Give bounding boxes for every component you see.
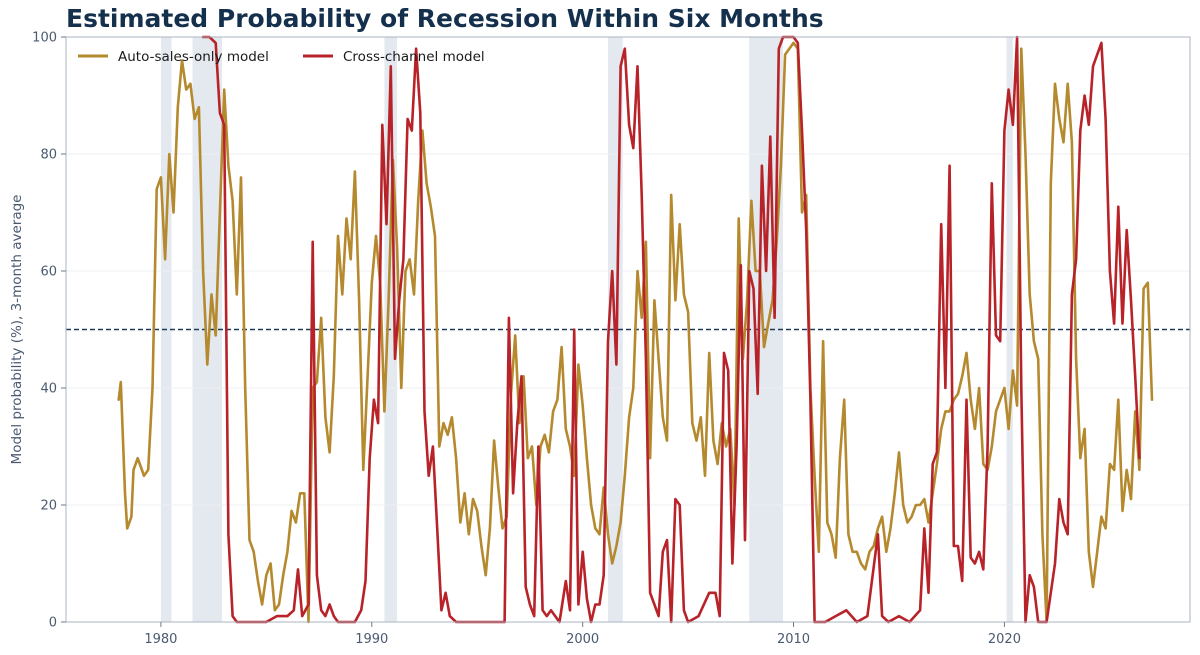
recession-band-5 <box>1006 37 1013 622</box>
x-tick-label: 1980 <box>144 632 177 647</box>
y-tick-label: 60 <box>40 265 57 280</box>
y-tick-label: 20 <box>40 499 57 514</box>
x-tick-label: 2020 <box>988 632 1021 647</box>
legend-label: Auto-sales-only model <box>118 49 269 65</box>
legend-label: Cross-channel model <box>343 49 485 65</box>
y-axis-label: Model probability (%), 3-month average <box>9 195 25 465</box>
x-tick-label: 2000 <box>566 632 599 647</box>
plot-frame <box>65 36 1191 623</box>
y-tick-label: 40 <box>40 382 57 397</box>
x-tick-label: 2010 <box>777 632 810 647</box>
series-line-cross-channel <box>201 35 1141 624</box>
series-line-auto-sales-only <box>117 41 1154 624</box>
chart-title: Estimated Probability of Recession Withi… <box>66 4 824 33</box>
y-tick-label: 80 <box>40 148 57 163</box>
y-tick-label: 100 <box>32 31 57 46</box>
series-group <box>117 35 1154 624</box>
legend: Auto-sales-only model Cross-channel model <box>78 49 485 65</box>
x-tick-label: 1990 <box>355 632 388 647</box>
axes: 0 20 40 60 80 100 1980 1990 2000 2010 2020 Model pr… <box>9 31 1021 648</box>
y-tick-label: 0 <box>49 616 57 631</box>
